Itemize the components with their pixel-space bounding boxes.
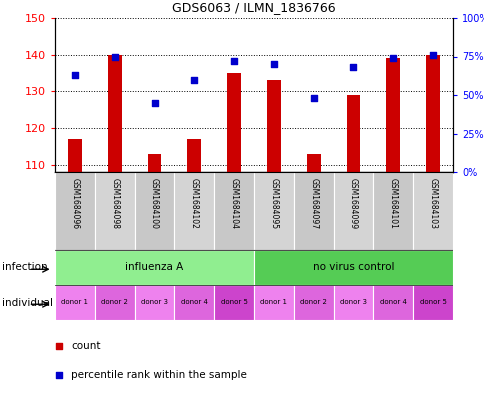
Text: GSM1684097: GSM1684097 — [309, 178, 318, 230]
Text: GSM1684099: GSM1684099 — [348, 178, 357, 230]
Text: GSM1684101: GSM1684101 — [388, 178, 397, 229]
Text: influenza A: influenza A — [125, 263, 183, 272]
Bar — [55, 250, 254, 285]
Text: infection: infection — [2, 263, 48, 272]
Bar — [412, 172, 452, 250]
Bar — [425, 55, 439, 172]
Text: GSM1684095: GSM1684095 — [269, 178, 278, 230]
Text: GSM1684096: GSM1684096 — [70, 178, 79, 230]
Point — [309, 95, 317, 101]
Point — [151, 99, 158, 106]
Bar — [55, 172, 94, 250]
Bar — [68, 139, 82, 172]
Bar — [174, 172, 214, 250]
Bar — [94, 285, 135, 320]
Bar — [373, 172, 412, 250]
Bar — [227, 73, 241, 172]
Point — [71, 72, 78, 78]
Point — [270, 61, 277, 67]
Bar — [266, 80, 280, 172]
Bar — [412, 285, 452, 320]
Bar — [147, 154, 161, 172]
Text: percentile rank within the sample: percentile rank within the sample — [71, 370, 246, 380]
Bar — [94, 172, 135, 250]
Point — [55, 343, 63, 349]
Point — [190, 77, 198, 83]
Text: donor 1: donor 1 — [260, 299, 287, 305]
Text: GSM1684103: GSM1684103 — [428, 178, 437, 229]
Bar — [107, 55, 121, 172]
Bar — [254, 250, 452, 285]
Point — [110, 53, 118, 60]
Text: GSM1684098: GSM1684098 — [110, 178, 119, 229]
Text: donor 4: donor 4 — [181, 299, 207, 305]
Bar — [254, 172, 293, 250]
Text: donor 2: donor 2 — [101, 299, 128, 305]
Text: GSM1684100: GSM1684100 — [150, 178, 159, 229]
Bar — [135, 172, 174, 250]
Bar — [346, 95, 360, 172]
Text: donor 5: donor 5 — [220, 299, 247, 305]
Bar — [214, 285, 254, 320]
Bar — [373, 285, 412, 320]
Title: GDS6063 / ILMN_1836766: GDS6063 / ILMN_1836766 — [172, 1, 335, 14]
Bar — [333, 172, 373, 250]
Text: count: count — [71, 341, 100, 351]
Bar — [254, 285, 293, 320]
Text: donor 4: donor 4 — [379, 299, 406, 305]
Point — [389, 55, 396, 61]
Bar — [214, 172, 254, 250]
Text: individual: individual — [2, 298, 53, 307]
Text: donor 3: donor 3 — [141, 299, 167, 305]
Bar — [187, 139, 201, 172]
Point — [55, 372, 63, 378]
Text: donor 5: donor 5 — [419, 299, 446, 305]
Point — [349, 64, 357, 70]
Bar — [293, 285, 333, 320]
Bar — [55, 285, 94, 320]
Point — [428, 52, 436, 58]
Text: GSM1684102: GSM1684102 — [189, 178, 198, 229]
Bar — [386, 58, 399, 172]
Text: donor 1: donor 1 — [61, 299, 88, 305]
Bar — [135, 285, 174, 320]
Text: donor 2: donor 2 — [300, 299, 327, 305]
Bar — [174, 285, 214, 320]
Text: no virus control: no virus control — [312, 263, 393, 272]
Point — [230, 58, 238, 64]
Text: GSM1684104: GSM1684104 — [229, 178, 238, 229]
Bar — [333, 285, 373, 320]
Bar — [293, 172, 333, 250]
Bar — [306, 154, 320, 172]
Text: donor 3: donor 3 — [339, 299, 366, 305]
